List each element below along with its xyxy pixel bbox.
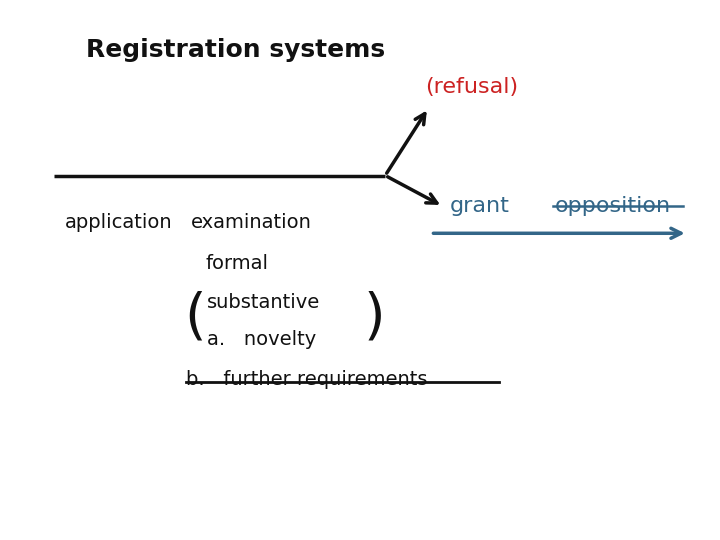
- Text: grant: grant: [450, 196, 510, 217]
- Text: substantive: substantive: [207, 293, 320, 312]
- Text: (: (: [184, 291, 206, 345]
- Text: ): ): [364, 291, 385, 345]
- Text: b.   further requirements: b. further requirements: [186, 370, 427, 389]
- Text: opposition: opposition: [554, 196, 670, 217]
- Text: (refusal): (refusal): [425, 77, 518, 97]
- Text: Registration systems: Registration systems: [86, 38, 385, 62]
- Text: a.   novelty: a. novelty: [207, 330, 317, 349]
- Text: examination: examination: [191, 213, 312, 232]
- Text: formal: formal: [205, 254, 268, 273]
- Text: application: application: [65, 213, 172, 232]
